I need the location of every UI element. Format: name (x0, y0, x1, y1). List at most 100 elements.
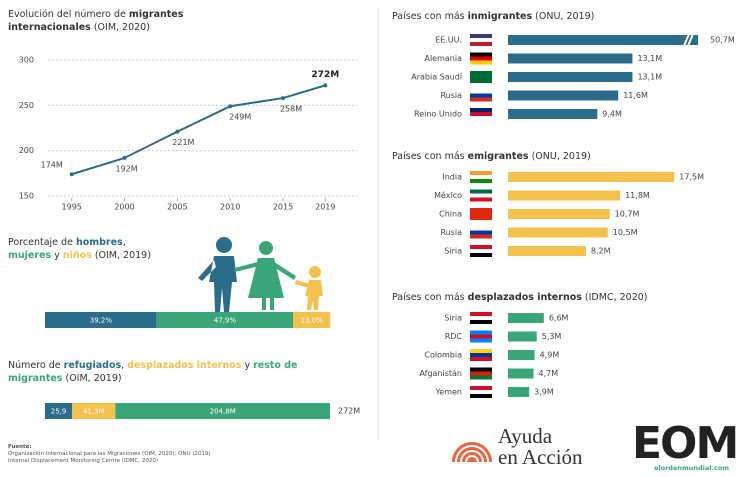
total-label: 272M (338, 407, 360, 416)
value-label: 10,5M (613, 228, 638, 237)
value-label: 13,1M (637, 73, 662, 82)
data-label: 221M (172, 138, 194, 147)
data-point (281, 96, 286, 101)
title-part: niños (62, 250, 92, 261)
flag-stripe (470, 60, 492, 65)
flag-stripe (470, 56, 492, 61)
category-label: RDC (445, 332, 463, 341)
bar-segment (293, 312, 331, 328)
category-label: Arabia Saudí (411, 73, 463, 82)
flag-stripe (470, 234, 492, 239)
value-label: 50,7M (710, 36, 735, 45)
bar (508, 368, 534, 379)
bar (508, 387, 530, 397)
title-part: emigrantes (467, 151, 529, 162)
bar (508, 172, 675, 182)
data-label: 258M (280, 105, 302, 114)
flag-stripe (470, 108, 492, 112)
flag-stripe (470, 193, 492, 198)
x-tick-label: 2010 (220, 203, 240, 212)
flag-stripe (470, 34, 492, 38)
flag-stripe (470, 371, 492, 376)
flag-stripe (470, 353, 492, 357)
bar (508, 90, 619, 101)
category-label: Reino Unido (414, 110, 462, 119)
bar (508, 109, 598, 119)
category-label: Siria (444, 247, 462, 256)
source-label: Fuente: (8, 444, 32, 450)
value-label: 17,5M (679, 173, 704, 182)
flag-stripe (470, 375, 492, 380)
x-tick-label: 2005 (167, 203, 187, 212)
flag-stripe (470, 52, 492, 57)
title-part: (IDMC, 2020) (581, 292, 648, 303)
value-label: 3,9M (534, 388, 554, 397)
x-tick-label: 2015 (273, 203, 293, 212)
logo-text: Ayuda (498, 424, 553, 448)
category-label: Rusia (440, 91, 462, 100)
title-part: Países con más (392, 11, 468, 22)
category-label: Colombia (424, 351, 462, 360)
data-point (323, 83, 328, 88)
flag-stripe (470, 71, 492, 75)
flag-stripe (470, 226, 492, 231)
bar (508, 331, 537, 342)
category-label: Yemen (434, 388, 462, 397)
data-label: 174M (41, 161, 63, 170)
title-part: y (241, 360, 254, 371)
flag-stripe (470, 189, 492, 194)
eom-logo: EOM (632, 418, 739, 469)
x-tick-label: 1995 (62, 203, 82, 212)
bar (508, 246, 586, 256)
data-point (122, 155, 127, 160)
segment-label: 204,8M (210, 408, 236, 416)
value-label: 10,7M (615, 210, 640, 219)
title-part: Número de (8, 360, 64, 371)
flag-stripe (470, 253, 492, 257)
family-illustration (198, 237, 323, 312)
title-part: inmigrantes (467, 11, 533, 22)
flag-stripe (470, 338, 492, 343)
y-tick-label: 150 (19, 192, 34, 201)
data-label: 192M (115, 164, 137, 173)
flag-stripe (470, 197, 492, 202)
title-part: desplazados internos (467, 292, 582, 303)
flag-stripe (470, 357, 492, 361)
data-label: 272M (311, 70, 339, 80)
value-label: 11,8M (625, 191, 650, 200)
title-part: Países con más (392, 292, 468, 303)
value-label: 4,9M (540, 351, 560, 360)
title-part: hombres (75, 237, 123, 248)
flag-stripe (470, 208, 492, 212)
flag-stripe (470, 97, 492, 102)
source-line: Organización Internacional para las Migr… (8, 451, 211, 457)
chart-title: Países con más desplazados internos (IDM… (392, 291, 732, 304)
title-part: Países con más (392, 151, 468, 162)
flag-stripe (470, 390, 492, 394)
title-part: refugiados (63, 360, 122, 371)
flag-stripe (470, 171, 492, 175)
title-part: desplazados internos (127, 360, 242, 371)
title-part: (OIM, 2020) (90, 22, 150, 33)
bar (508, 35, 698, 45)
flag-stripe (470, 112, 492, 116)
chart-title: Países con más inmigrantes (ONU, 2019) (392, 10, 732, 23)
flag-stripe (470, 334, 492, 339)
value-label: 13,1M (637, 54, 662, 63)
flag-stripe (470, 179, 492, 183)
title-part: mujeres (8, 250, 52, 261)
axis-break (683, 33, 694, 47)
flag-stripe (470, 79, 492, 83)
bar-segment (115, 403, 330, 419)
segment-label: 41,3M (83, 408, 105, 416)
x-tick-label: 2000 (114, 203, 134, 212)
bar-segment (72, 403, 116, 419)
data-point (228, 104, 233, 109)
flag-stripe (470, 394, 492, 398)
title-part: , (121, 360, 128, 371)
value-label: 8,2M (591, 247, 611, 256)
x-tick-label: 2019 (315, 203, 335, 212)
flag-stripe (470, 216, 492, 220)
title-part: (ONU, 2019) (532, 11, 595, 22)
